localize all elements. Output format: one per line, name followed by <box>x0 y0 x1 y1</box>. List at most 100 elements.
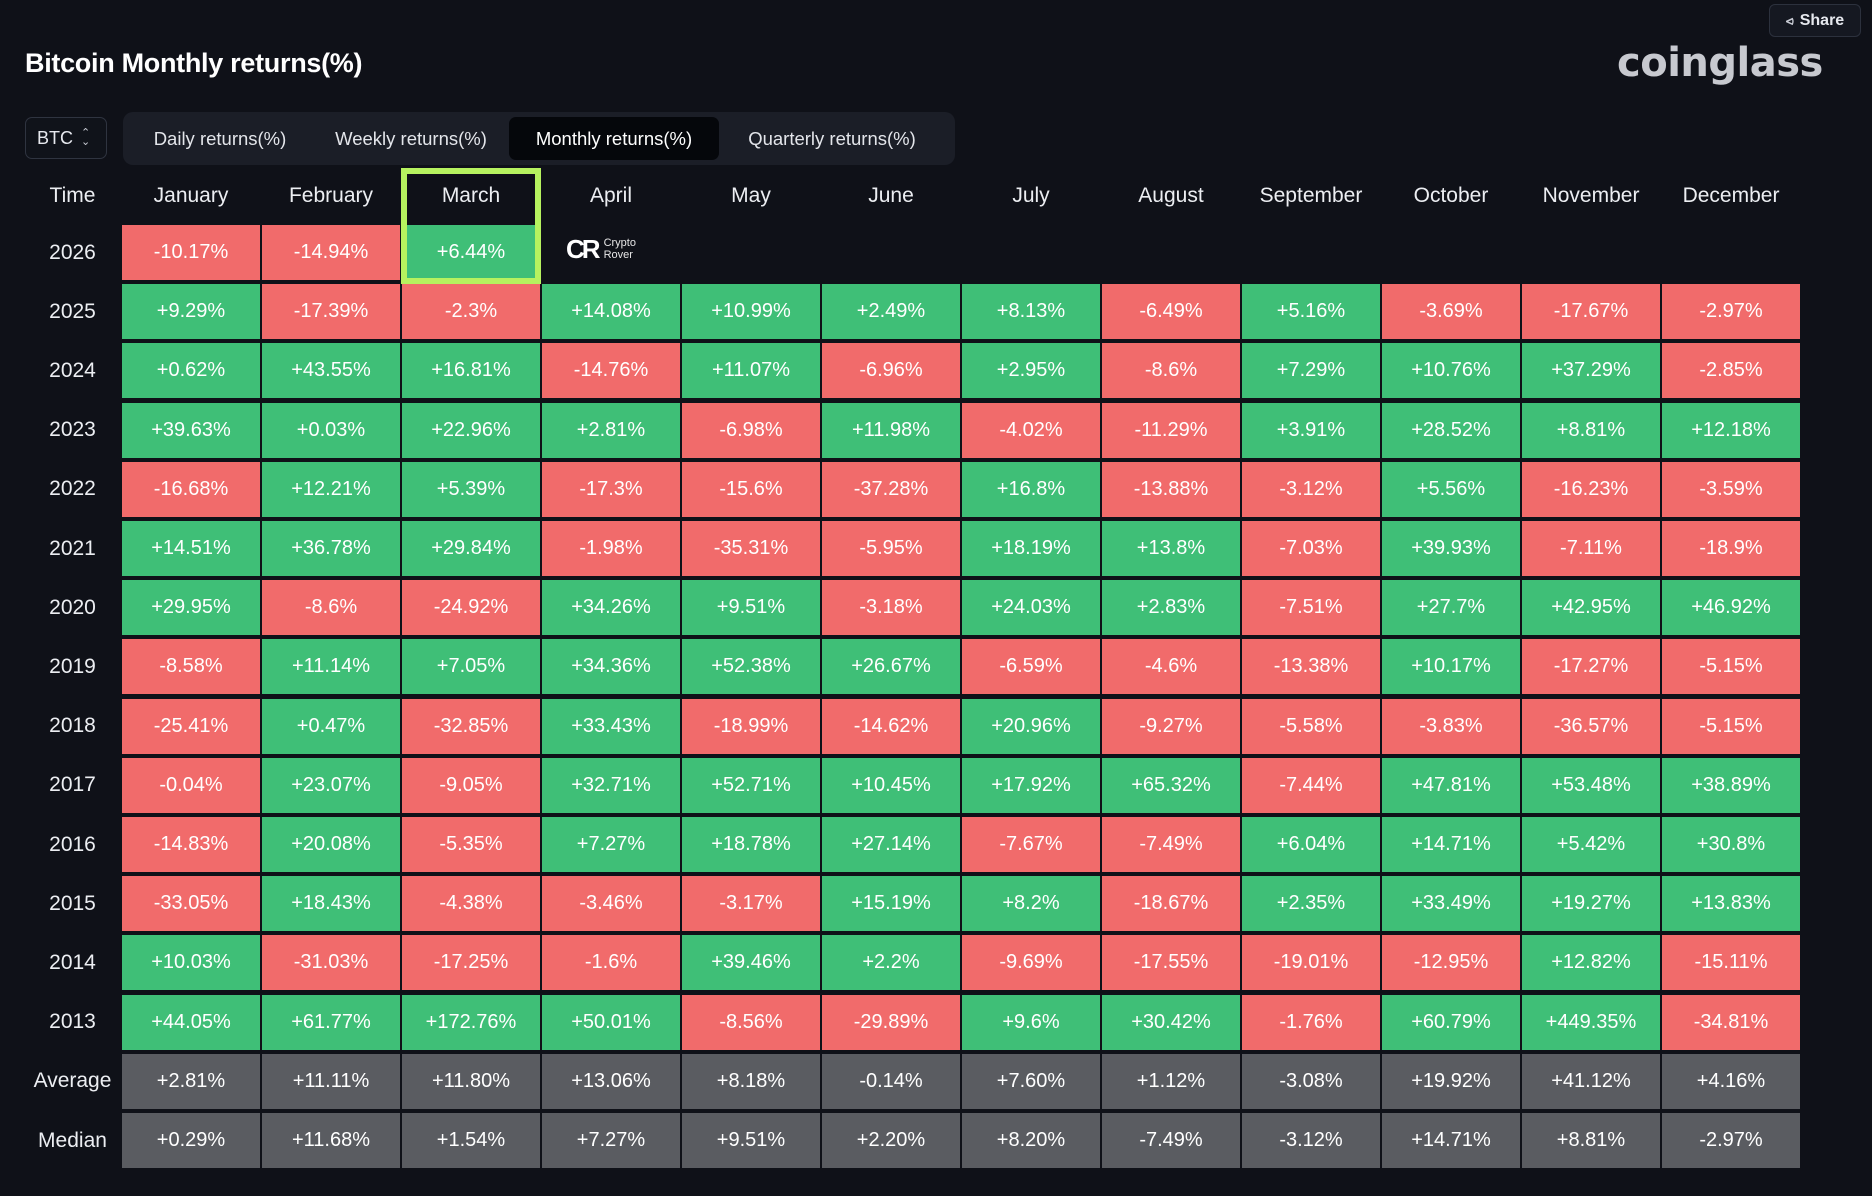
return-cell-2015-april[interactable]: -3.46% <box>542 876 680 932</box>
tab-monthly[interactable]: Monthly returns(%) <box>509 117 719 160</box>
return-cell-2024-december[interactable]: -2.85% <box>1662 343 1800 399</box>
return-cell-2022-june[interactable]: -37.28% <box>822 461 960 517</box>
return-cell-2014-march[interactable]: -17.25% <box>402 935 540 991</box>
return-cell-2014-december[interactable]: -15.11% <box>1662 935 1800 991</box>
return-cell-2021-may[interactable]: -35.31% <box>682 521 820 576</box>
month-header-january[interactable]: January <box>153 184 229 207</box>
return-cell-2018-april[interactable]: +33.43% <box>542 698 680 754</box>
return-cell-2015-september[interactable]: +2.35% <box>1242 876 1380 932</box>
return-cell-2022-march[interactable]: +5.39% <box>402 461 540 517</box>
return-cell-2024-october[interactable]: +10.76% <box>1382 343 1520 399</box>
return-cell-2017-september[interactable]: -7.44% <box>1242 757 1380 813</box>
return-cell-2019-february[interactable]: +11.14% <box>262 639 400 695</box>
return-cell-2017-december[interactable]: +38.89% <box>1662 757 1800 813</box>
return-cell-2026-march[interactable]: +6.44% <box>402 225 540 280</box>
return-cell-2016-september[interactable]: +6.04% <box>1242 817 1380 872</box>
month-header-december[interactable]: December <box>1682 184 1780 207</box>
return-cell-2021-january[interactable]: +14.51% <box>122 521 260 576</box>
return-cell-2016-february[interactable]: +20.08% <box>262 817 400 872</box>
return-cell-median-may[interactable]: +9.51% <box>682 1113 820 1168</box>
return-cell-2020-january[interactable]: +29.95% <box>122 580 260 636</box>
return-cell-2013-march[interactable]: +172.76% <box>402 994 540 1050</box>
return-cell-2015-may[interactable]: -3.17% <box>682 876 820 932</box>
return-cell-2020-august[interactable]: +2.83% <box>1102 580 1240 636</box>
return-cell-2021-september[interactable]: -7.03% <box>1242 521 1380 576</box>
month-header-april[interactable]: April <box>589 184 632 207</box>
return-cell-2013-june[interactable]: -29.89% <box>822 994 960 1050</box>
return-cell-2015-august[interactable]: -18.67% <box>1102 876 1240 932</box>
return-cell-2025-october[interactable]: -3.69% <box>1382 284 1520 340</box>
return-cell-2014-april[interactable]: -1.6% <box>542 935 680 991</box>
return-cell-2020-june[interactable]: -3.18% <box>822 580 960 636</box>
return-cell-2018-november[interactable]: -36.57% <box>1522 698 1660 754</box>
return-cell-2018-june[interactable]: -14.62% <box>822 698 960 754</box>
return-cell-2023-april[interactable]: +2.81% <box>542 402 680 458</box>
return-cell-2013-august[interactable]: +30.42% <box>1102 994 1240 1050</box>
return-cell-2014-may[interactable]: +39.46% <box>682 935 820 991</box>
month-header-august[interactable]: August <box>1138 184 1204 207</box>
return-cell-2019-august[interactable]: -4.6% <box>1102 639 1240 695</box>
return-cell-2022-april[interactable]: -17.3% <box>542 461 680 517</box>
return-cell-median-june[interactable]: +2.20% <box>822 1113 960 1168</box>
return-cell-2019-june[interactable]: +26.67% <box>822 639 960 695</box>
return-cell-2021-august[interactable]: +13.8% <box>1102 521 1240 576</box>
tab-daily[interactable]: Daily returns(%) <box>153 127 287 149</box>
month-header-may[interactable]: May <box>731 184 771 207</box>
return-cell-2023-september[interactable]: +3.91% <box>1242 402 1380 458</box>
return-cell-2023-october[interactable]: +28.52% <box>1382 402 1520 458</box>
return-cell-2019-september[interactable]: -13.38% <box>1242 639 1380 695</box>
return-cell-2017-july[interactable]: +17.92% <box>962 757 1100 813</box>
return-cell-2023-january[interactable]: +39.63% <box>122 402 260 458</box>
return-cell-2017-march[interactable]: -9.05% <box>402 757 540 813</box>
return-cell-2020-may[interactable]: +9.51% <box>682 580 820 636</box>
return-cell-2025-november[interactable]: -17.67% <box>1522 284 1660 340</box>
return-cell-median-september[interactable]: -3.12% <box>1242 1113 1380 1168</box>
return-cell-2022-september[interactable]: -3.12% <box>1242 461 1380 517</box>
return-cell-2026-january[interactable]: -10.17% <box>122 225 260 280</box>
return-cell-2020-november[interactable]: +42.95% <box>1522 580 1660 636</box>
return-cell-2014-august[interactable]: -17.55% <box>1102 935 1240 991</box>
return-cell-2025-may[interactable]: +10.99% <box>682 284 820 340</box>
return-cell-2021-april[interactable]: -1.98% <box>542 521 680 576</box>
return-cell-2015-february[interactable]: +18.43% <box>262 876 400 932</box>
return-cell-2021-february[interactable]: +36.78% <box>262 521 400 576</box>
return-cell-2021-october[interactable]: +39.93% <box>1382 521 1520 576</box>
return-cell-2020-september[interactable]: -7.51% <box>1242 580 1380 636</box>
return-cell-2021-november[interactable]: -7.11% <box>1522 521 1660 576</box>
return-cell-2017-april[interactable]: +32.71% <box>542 757 680 813</box>
return-cell-2022-november[interactable]: -16.23% <box>1522 461 1660 517</box>
return-cell-2018-december[interactable]: -5.15% <box>1662 698 1800 754</box>
month-header-february[interactable]: February <box>288 184 374 207</box>
return-cell-2015-march[interactable]: -4.38% <box>402 876 540 932</box>
return-cell-median-july[interactable]: +8.20% <box>962 1113 1100 1168</box>
return-cell-2023-december[interactable]: +12.18% <box>1662 402 1800 458</box>
return-cell-2016-may[interactable]: +18.78% <box>682 817 820 872</box>
month-header-july[interactable]: July <box>1012 184 1050 207</box>
return-cell-2024-january[interactable]: +0.62% <box>122 343 260 399</box>
return-cell-2021-december[interactable]: -18.9% <box>1662 521 1800 576</box>
return-cell-2017-may[interactable]: +52.71% <box>682 757 820 813</box>
return-cell-2018-september[interactable]: -5.58% <box>1242 698 1380 754</box>
return-cell-2014-january[interactable]: +10.03% <box>122 935 260 991</box>
return-cell-2025-march[interactable]: -2.3% <box>402 284 540 340</box>
return-cell-2020-april[interactable]: +34.26% <box>542 580 680 636</box>
return-cell-2018-october[interactable]: -3.83% <box>1382 698 1520 754</box>
return-cell-2018-february[interactable]: +0.47% <box>262 698 400 754</box>
return-cell-2015-january[interactable]: -33.05% <box>122 876 260 932</box>
return-cell-2022-may[interactable]: -15.6% <box>682 461 820 517</box>
return-cell-2024-september[interactable]: +7.29% <box>1242 343 1380 399</box>
return-cell-average-december[interactable]: +4.16% <box>1662 1053 1800 1109</box>
return-cell-2019-october[interactable]: +10.17% <box>1382 639 1520 695</box>
return-cell-2022-december[interactable]: -3.59% <box>1662 461 1800 517</box>
return-cell-2013-january[interactable]: +44.05% <box>122 994 260 1050</box>
return-cell-2016-april[interactable]: +7.27% <box>542 817 680 872</box>
return-cell-median-december[interactable]: -2.97% <box>1662 1113 1800 1168</box>
return-cell-2019-november[interactable]: -17.27% <box>1522 639 1660 695</box>
return-cell-2024-may[interactable]: +11.07% <box>682 343 820 399</box>
return-cell-2013-november[interactable]: +449.35% <box>1522 994 1660 1050</box>
month-header-september[interactable]: September <box>1259 184 1363 207</box>
return-cell-2025-september[interactable]: +5.16% <box>1242 284 1380 340</box>
return-cell-2024-november[interactable]: +37.29% <box>1522 343 1660 399</box>
return-cell-2016-october[interactable]: +14.71% <box>1382 817 1520 872</box>
return-cell-2024-august[interactable]: -8.6% <box>1102 343 1240 399</box>
